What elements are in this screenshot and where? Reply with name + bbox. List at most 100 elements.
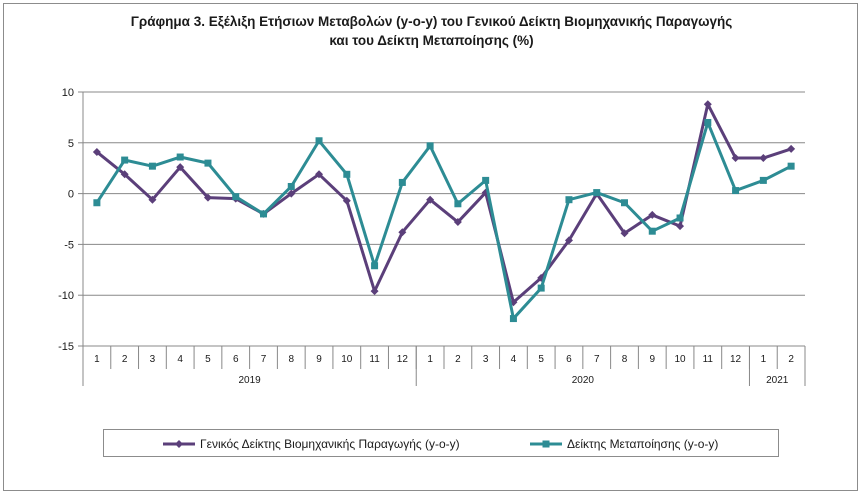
data-point-series-1 — [426, 195, 435, 204]
data-point-series-1 — [731, 154, 740, 163]
data-point-series-2 — [204, 159, 212, 167]
x-tick-label: 6 — [233, 354, 239, 365]
x-tick-label: 3 — [483, 354, 489, 365]
data-point-series-1 — [759, 154, 768, 163]
data-point-series-2 — [648, 227, 656, 235]
x-tick-label: 1 — [427, 354, 433, 365]
legend-label-manufacturing-index: Δείκτης Μεταποίησης (y-o-y) — [567, 437, 719, 451]
data-point-series-1 — [648, 210, 657, 219]
x-tick-label: 12 — [730, 354, 742, 365]
data-point-series-2 — [509, 315, 517, 323]
data-point-series-2 — [621, 199, 628, 207]
data-point-series-1 — [287, 189, 296, 198]
legend-swatch-general-index — [163, 440, 195, 448]
chart-frame — [3, 3, 858, 491]
x-tick-label: 6 — [566, 354, 572, 365]
data-point-series-2 — [93, 199, 101, 207]
data-point-series-1 — [315, 170, 324, 179]
axes — [78, 91, 806, 386]
data-point-series-1 — [148, 195, 157, 204]
y-tick-label: 10 — [62, 87, 74, 99]
y-tick-label: -15 — [58, 341, 74, 353]
data-point-series-1 — [203, 193, 212, 202]
x-tick-label: 3 — [150, 354, 156, 365]
data-point-series-2 — [565, 196, 573, 204]
data-point-series-1 — [453, 218, 462, 227]
data-point-series-2 — [704, 118, 712, 126]
data-point-series-2 — [732, 187, 740, 195]
data-point-series-1 — [564, 236, 573, 245]
x-tick-label: 7 — [594, 354, 600, 365]
data-point-series-1 — [370, 287, 379, 296]
grid-lines — [83, 91, 805, 296]
x-tick-label: 7 — [261, 354, 267, 365]
x-tick-label: 9 — [316, 354, 322, 365]
x-tick-label: 10 — [674, 354, 686, 365]
series-lines — [92, 100, 796, 323]
x-tick-label: 1 — [761, 354, 767, 365]
x-tick-label: 11 — [703, 354, 714, 365]
x-tick-label: 5 — [538, 354, 544, 365]
data-point-series-1 — [176, 163, 185, 172]
legend-item-manufacturing-index: Δείκτης Μεταποίησης (y-o-y) — [529, 436, 769, 452]
data-point-series-2 — [398, 178, 406, 186]
x-tick-label: 2 — [122, 354, 128, 365]
x-tick-label: 8 — [622, 354, 628, 365]
data-point-series-1 — [787, 144, 796, 153]
year-label: 2021 — [766, 375, 789, 386]
data-point-series-2 — [121, 156, 129, 164]
legend-label-general-index: Γενικός Δείκτης Βιομηχανικής Παραγωγής (… — [200, 437, 460, 451]
data-point-series-1 — [92, 147, 101, 156]
data-point-series-2 — [343, 170, 351, 178]
series-line-2 — [95, 120, 792, 321]
x-tick-label: 12 — [397, 354, 409, 365]
series-line-1 — [95, 102, 792, 304]
data-point-series-2 — [315, 137, 323, 145]
data-point-series-1 — [342, 196, 351, 205]
data-point-series-2 — [482, 176, 490, 184]
data-point-series-2 — [787, 162, 795, 170]
x-tick-label: 4 — [177, 354, 183, 365]
data-point-series-1 — [398, 228, 407, 237]
x-tick-label: 4 — [511, 354, 517, 365]
data-point-series-2 — [176, 153, 184, 161]
y-tick-label: -10 — [58, 290, 74, 302]
data-point-series-1 — [620, 229, 629, 238]
chart-title-line1: Γράφημα 3. Εξέλιξη Ετήσιων Μεταβολών (y-… — [130, 14, 733, 29]
data-point-series-2 — [371, 262, 379, 270]
x-tick-label: 11 — [369, 354, 380, 365]
data-point-series-2 — [232, 193, 240, 201]
chart-title: Γράφημα 3. Εξέλιξη Ετήσιων Μεταβολών (y-… — [0, 12, 863, 50]
data-point-series-1 — [676, 222, 685, 231]
y-tick-label: 5 — [68, 138, 74, 150]
y-tick-label: -5 — [64, 239, 74, 251]
legend-swatch-manufacturing-index — [530, 440, 562, 448]
x-tick-label: 2 — [455, 354, 461, 365]
x-tick-label: 10 — [341, 354, 353, 365]
data-point-series-2 — [260, 210, 267, 218]
x-tick-label: 5 — [205, 354, 211, 365]
data-point-series-2 — [287, 182, 295, 190]
data-point-series-2 — [759, 176, 767, 184]
data-point-series-2 — [676, 214, 684, 222]
legend-item-general-index: Γενικός Δείκτης Βιομηχανικής Παραγωγής (… — [162, 436, 462, 452]
data-point-series-2 — [148, 162, 156, 170]
year-label: 2020 — [572, 375, 595, 386]
legend: Γενικός Δείκτης Βιομηχανικής Παραγωγής (… — [103, 429, 779, 457]
data-point-series-2 — [593, 189, 601, 197]
data-point-series-1 — [703, 100, 712, 109]
x-tick-label: 2 — [788, 354, 794, 365]
x-tick-label: 1 — [94, 354, 100, 365]
data-point-series-1 — [509, 298, 518, 307]
data-point-series-2 — [454, 200, 462, 208]
data-point-series-2 — [426, 142, 434, 150]
x-tick-label: 9 — [649, 354, 655, 365]
year-label: 2019 — [238, 375, 261, 386]
data-point-series-2 — [537, 284, 545, 292]
x-tick-label: 8 — [288, 354, 294, 365]
chart-title-line2: και του Δείκτη Μεταποίησης (%) — [329, 33, 534, 48]
data-point-series-1 — [120, 170, 129, 179]
y-tick-label: 0 — [68, 189, 74, 201]
